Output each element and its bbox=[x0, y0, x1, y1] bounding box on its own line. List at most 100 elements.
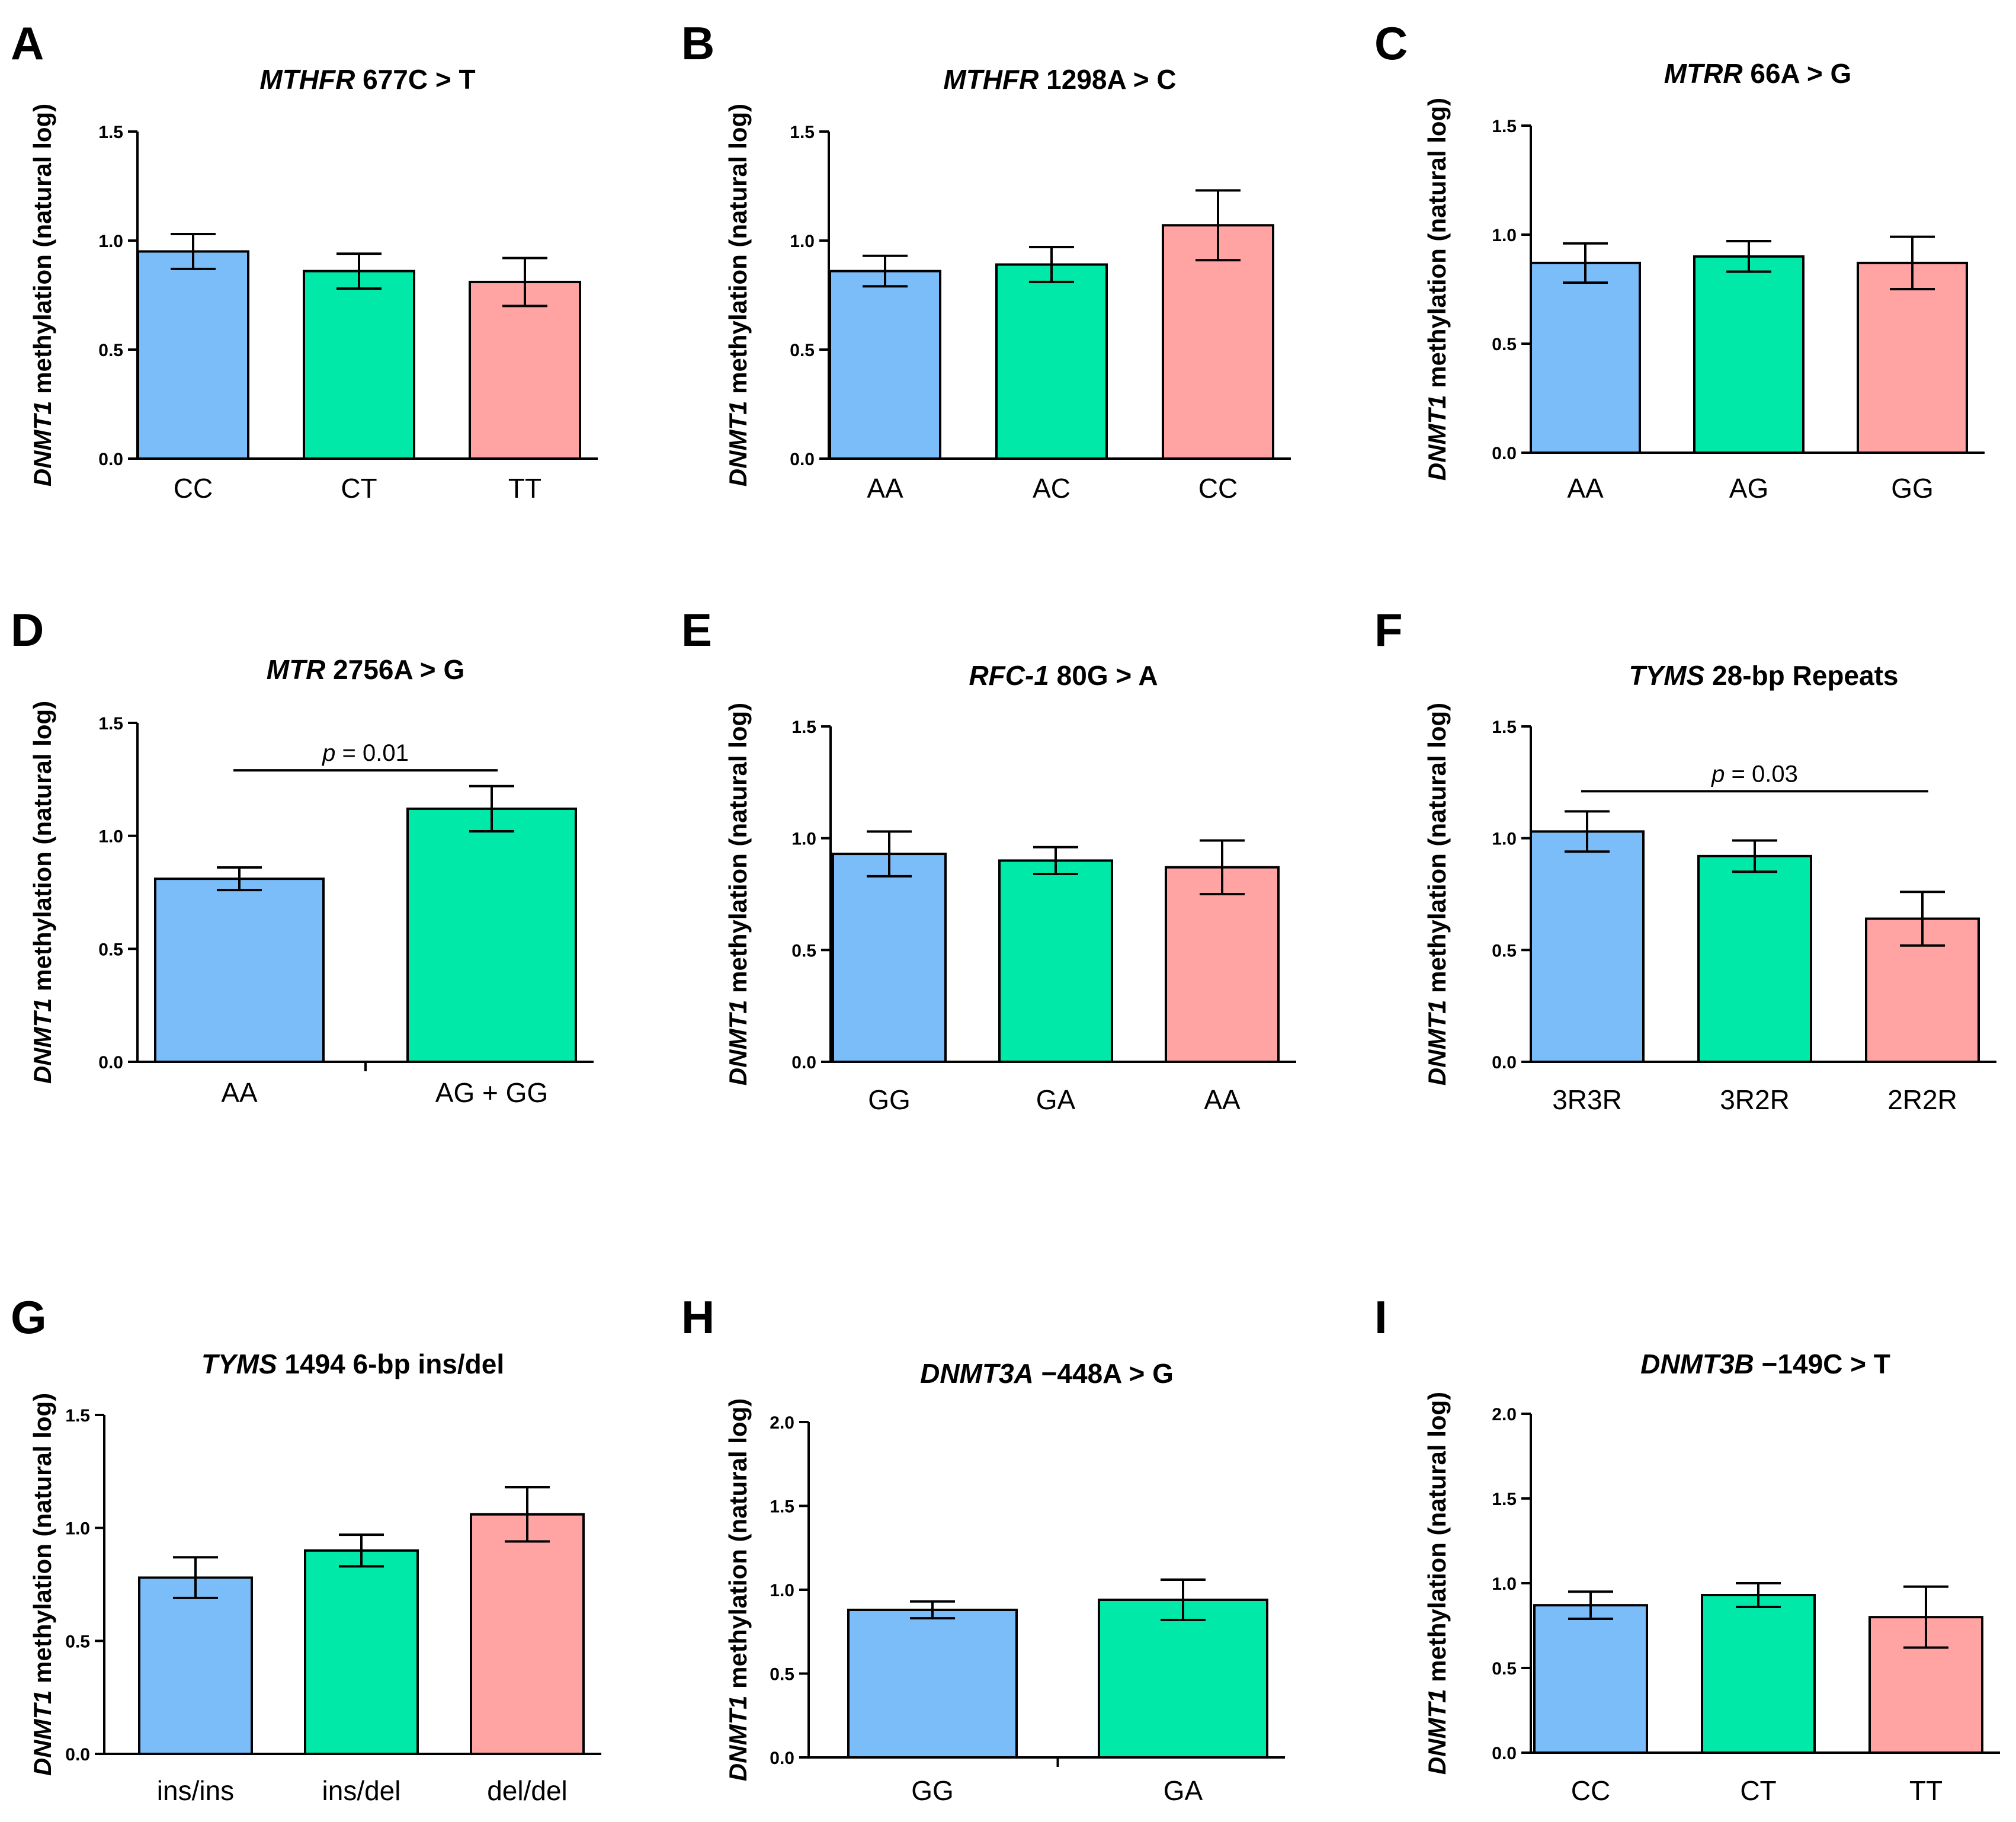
y-tick-label: 1.0 bbox=[1492, 1574, 1517, 1594]
x-tick-label: CT bbox=[341, 473, 377, 504]
y-tick-label: 1.5 bbox=[65, 1406, 90, 1426]
x-tick-label: GG bbox=[911, 1775, 954, 1806]
bar-ga bbox=[1098, 1598, 1268, 1759]
chart-title: MTHFR 1298A > C bbox=[943, 64, 1176, 95]
error-bar bbox=[1029, 246, 1074, 283]
y-tick-label: 1.5 bbox=[770, 1497, 794, 1517]
error-bar bbox=[1903, 1585, 1948, 1649]
error-bar bbox=[1736, 1582, 1781, 1609]
y-axis-label: DNMT1 methylation (natural log) bbox=[28, 701, 56, 1084]
panel-letter: C bbox=[1374, 17, 1408, 69]
y-tick-label: 0.0 bbox=[98, 1053, 123, 1072]
panel-f: F TYMS 28-bp Repeats DNMT1 methylation (na… bbox=[1374, 604, 1996, 1115]
p-value-label: p = 0.01 bbox=[322, 740, 409, 766]
panel-c: C MTRR 66A > G DNMT1 methylation (natural … bbox=[1374, 17, 1985, 504]
x-tick-label: AA bbox=[1204, 1084, 1241, 1115]
y-tick-label: 0.5 bbox=[1492, 335, 1517, 354]
y-axis-label: DNMT1 methylation (natural log) bbox=[724, 104, 752, 486]
panel-g: G TYMS 1494 6-bp ins/del DNMT1 methylation… bbox=[11, 1291, 601, 1806]
error-bar bbox=[1568, 1590, 1613, 1621]
x-tick-label: AC bbox=[1033, 473, 1071, 504]
x-tick-label: AA bbox=[1567, 473, 1604, 504]
bar-ag bbox=[1693, 255, 1805, 454]
x-tick-label: GG bbox=[868, 1084, 911, 1115]
bar-aa bbox=[1165, 866, 1280, 1063]
y-tick-label: 0.0 bbox=[790, 450, 815, 469]
bar-aa bbox=[1530, 261, 1641, 454]
y-tick-label: 1.5 bbox=[98, 714, 123, 734]
bar-ins-del bbox=[304, 1549, 419, 1756]
panel-letter: F bbox=[1374, 604, 1403, 656]
y-tick-label: 1.0 bbox=[1492, 830, 1517, 849]
y-tick-label: 0.0 bbox=[1492, 1053, 1517, 1072]
error-bar bbox=[1563, 242, 1608, 284]
error-bar bbox=[1200, 839, 1245, 895]
y-tick-label: 0.5 bbox=[65, 1632, 90, 1651]
x-tick-label: TT bbox=[1909, 1775, 1943, 1806]
error-bar bbox=[336, 252, 382, 290]
error-bar bbox=[469, 784, 514, 833]
error-bar bbox=[1890, 235, 1935, 290]
p-value-label: p = 0.03 bbox=[1711, 761, 1798, 787]
panel-letter: G bbox=[11, 1291, 47, 1343]
panel-e: E RFC-1 80G > A DNMT1 methylation (natural… bbox=[681, 604, 1296, 1115]
error-bar bbox=[1196, 189, 1241, 262]
x-tick-label: CC bbox=[1198, 473, 1238, 504]
y-tick-label: 0.5 bbox=[790, 341, 815, 360]
x-tick-label: GA bbox=[1164, 1775, 1203, 1806]
error-bar bbox=[339, 1533, 384, 1568]
panel-letter: I bbox=[1374, 1291, 1387, 1343]
bar-aa bbox=[829, 270, 941, 460]
error-bar bbox=[1732, 839, 1777, 873]
bar-ac bbox=[995, 263, 1108, 460]
chart-title: RFC-1 80G > A bbox=[969, 660, 1158, 691]
chart-title: DNMT3A −448A > G bbox=[920, 1358, 1174, 1389]
panel-d: D MTR 2756A > G DNMT1 methylation (natural… bbox=[11, 604, 594, 1108]
x-tick-label: del/del bbox=[487, 1775, 568, 1806]
x-tick-label: GG bbox=[1891, 473, 1934, 504]
bar-ct bbox=[1701, 1594, 1816, 1754]
y-tick-label: 1.0 bbox=[65, 1519, 90, 1539]
panel-a: A MTHFR 677C > T DNMT1 methylation (natura… bbox=[11, 17, 598, 504]
x-tick-label: AG bbox=[1729, 473, 1768, 504]
y-tick-label: 0.0 bbox=[98, 450, 123, 469]
x-tick-label: ins/del bbox=[322, 1775, 401, 1806]
error-bar bbox=[910, 1600, 955, 1620]
panel-letter: D bbox=[11, 604, 44, 656]
y-tick-label: 0.5 bbox=[791, 941, 816, 960]
y-tick-label: 0.5 bbox=[1492, 1659, 1517, 1679]
bar-ga bbox=[998, 859, 1113, 1064]
panel-i: I DNMT3B −149C > T DNMT1 methylation (natu… bbox=[1374, 1291, 2000, 1806]
y-tick-label: 0.0 bbox=[1492, 1744, 1517, 1763]
y-axis-label: DNMT1 methylation (natural log) bbox=[1423, 1392, 1451, 1775]
chart-title: TYMS 28-bp Repeats bbox=[1629, 660, 1899, 691]
y-tick-label: 1.0 bbox=[791, 830, 816, 849]
x-tick-label: CC bbox=[174, 473, 213, 504]
error-bar bbox=[173, 1556, 218, 1599]
y-tick-label: 1.0 bbox=[98, 827, 123, 847]
bar-aa bbox=[154, 878, 325, 1063]
chart-title: MTRR 66A > G bbox=[1664, 58, 1852, 89]
bar-ag-gg bbox=[406, 807, 577, 1063]
y-axis-label: DNMT1 methylation (natural log) bbox=[724, 703, 752, 1085]
error-bar bbox=[505, 1486, 550, 1543]
y-tick-label: 1.0 bbox=[790, 232, 815, 251]
error-bar bbox=[171, 232, 216, 270]
y-tick-label: 0.5 bbox=[1492, 941, 1517, 960]
x-tick-label: ins/ins bbox=[157, 1775, 234, 1806]
panel-letter: A bbox=[11, 17, 44, 69]
x-tick-label: 2R2R bbox=[1887, 1084, 1957, 1115]
error-bar bbox=[217, 866, 262, 892]
bar-3r2r bbox=[1697, 854, 1812, 1064]
y-tick-label: 1.5 bbox=[790, 123, 815, 142]
bar-cc bbox=[1533, 1604, 1648, 1754]
x-tick-label: CC bbox=[1571, 1775, 1610, 1806]
y-axis-label: DNMT1 methylation (natural log) bbox=[724, 1398, 752, 1781]
bar-3r3r bbox=[1530, 830, 1645, 1063]
bar-gg bbox=[832, 853, 947, 1063]
bar-gg bbox=[847, 1608, 1018, 1759]
y-axis-label: DNMT1 methylation (natural log) bbox=[1423, 703, 1451, 1085]
bar-del-del bbox=[470, 1513, 585, 1755]
x-tick-label: AG + GG bbox=[435, 1077, 548, 1108]
